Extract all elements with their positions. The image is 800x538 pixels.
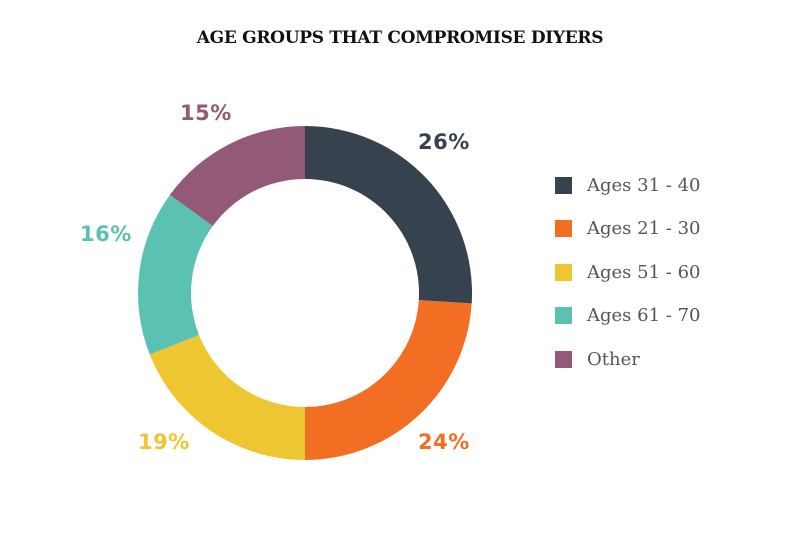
legend-item-ages-21-30: Ages 21 - 30 <box>555 218 700 240</box>
legend-swatch-icon <box>555 307 572 324</box>
legend-swatch-icon <box>555 220 572 237</box>
donut-ring <box>138 126 472 460</box>
legend-label: Ages 51 - 60 <box>587 261 701 283</box>
legend-swatch-icon <box>555 176 572 194</box>
value-label-other: 15% <box>180 101 232 125</box>
legend-label: Ages 21 - 30 <box>587 218 701 239</box>
chart-legend: Ages 31 - 40 Ages 21 - 30 Ages 51 - 60 A… <box>555 174 700 392</box>
chart-title: AGE GROUPS THAT COMPROMISE DIYERS <box>196 28 604 48</box>
donut-segment-ages-61-70 <box>138 194 213 355</box>
donut-segment-ages-21-30 <box>305 300 472 460</box>
donut-segment-other <box>169 126 305 226</box>
legend-label: Ages 31 - 40 <box>587 174 701 196</box>
value-label-ages-51-60: 19% <box>138 430 190 454</box>
legend-swatch-icon <box>555 263 572 281</box>
legend-item-other: Other <box>555 348 700 370</box>
legend-label: Other <box>587 348 640 370</box>
legend-item-ages-61-70: Ages 61 - 70 <box>555 305 700 327</box>
donut-segment-ages-51-60 <box>149 334 305 460</box>
value-label-ages-21-30: 24% <box>418 430 470 454</box>
legend-item-ages-51-60: Ages 51 - 60 <box>555 261 700 283</box>
legend-label: Ages 61 - 70 <box>587 305 701 326</box>
donut-segment-ages-31-40 <box>305 126 472 304</box>
value-label-ages-61-70: 16% <box>80 222 132 246</box>
legend-swatch-icon <box>555 350 572 368</box>
value-label-ages-31-40: 26% <box>418 130 470 154</box>
legend-item-ages-31-40: Ages 31 - 40 <box>555 174 700 196</box>
